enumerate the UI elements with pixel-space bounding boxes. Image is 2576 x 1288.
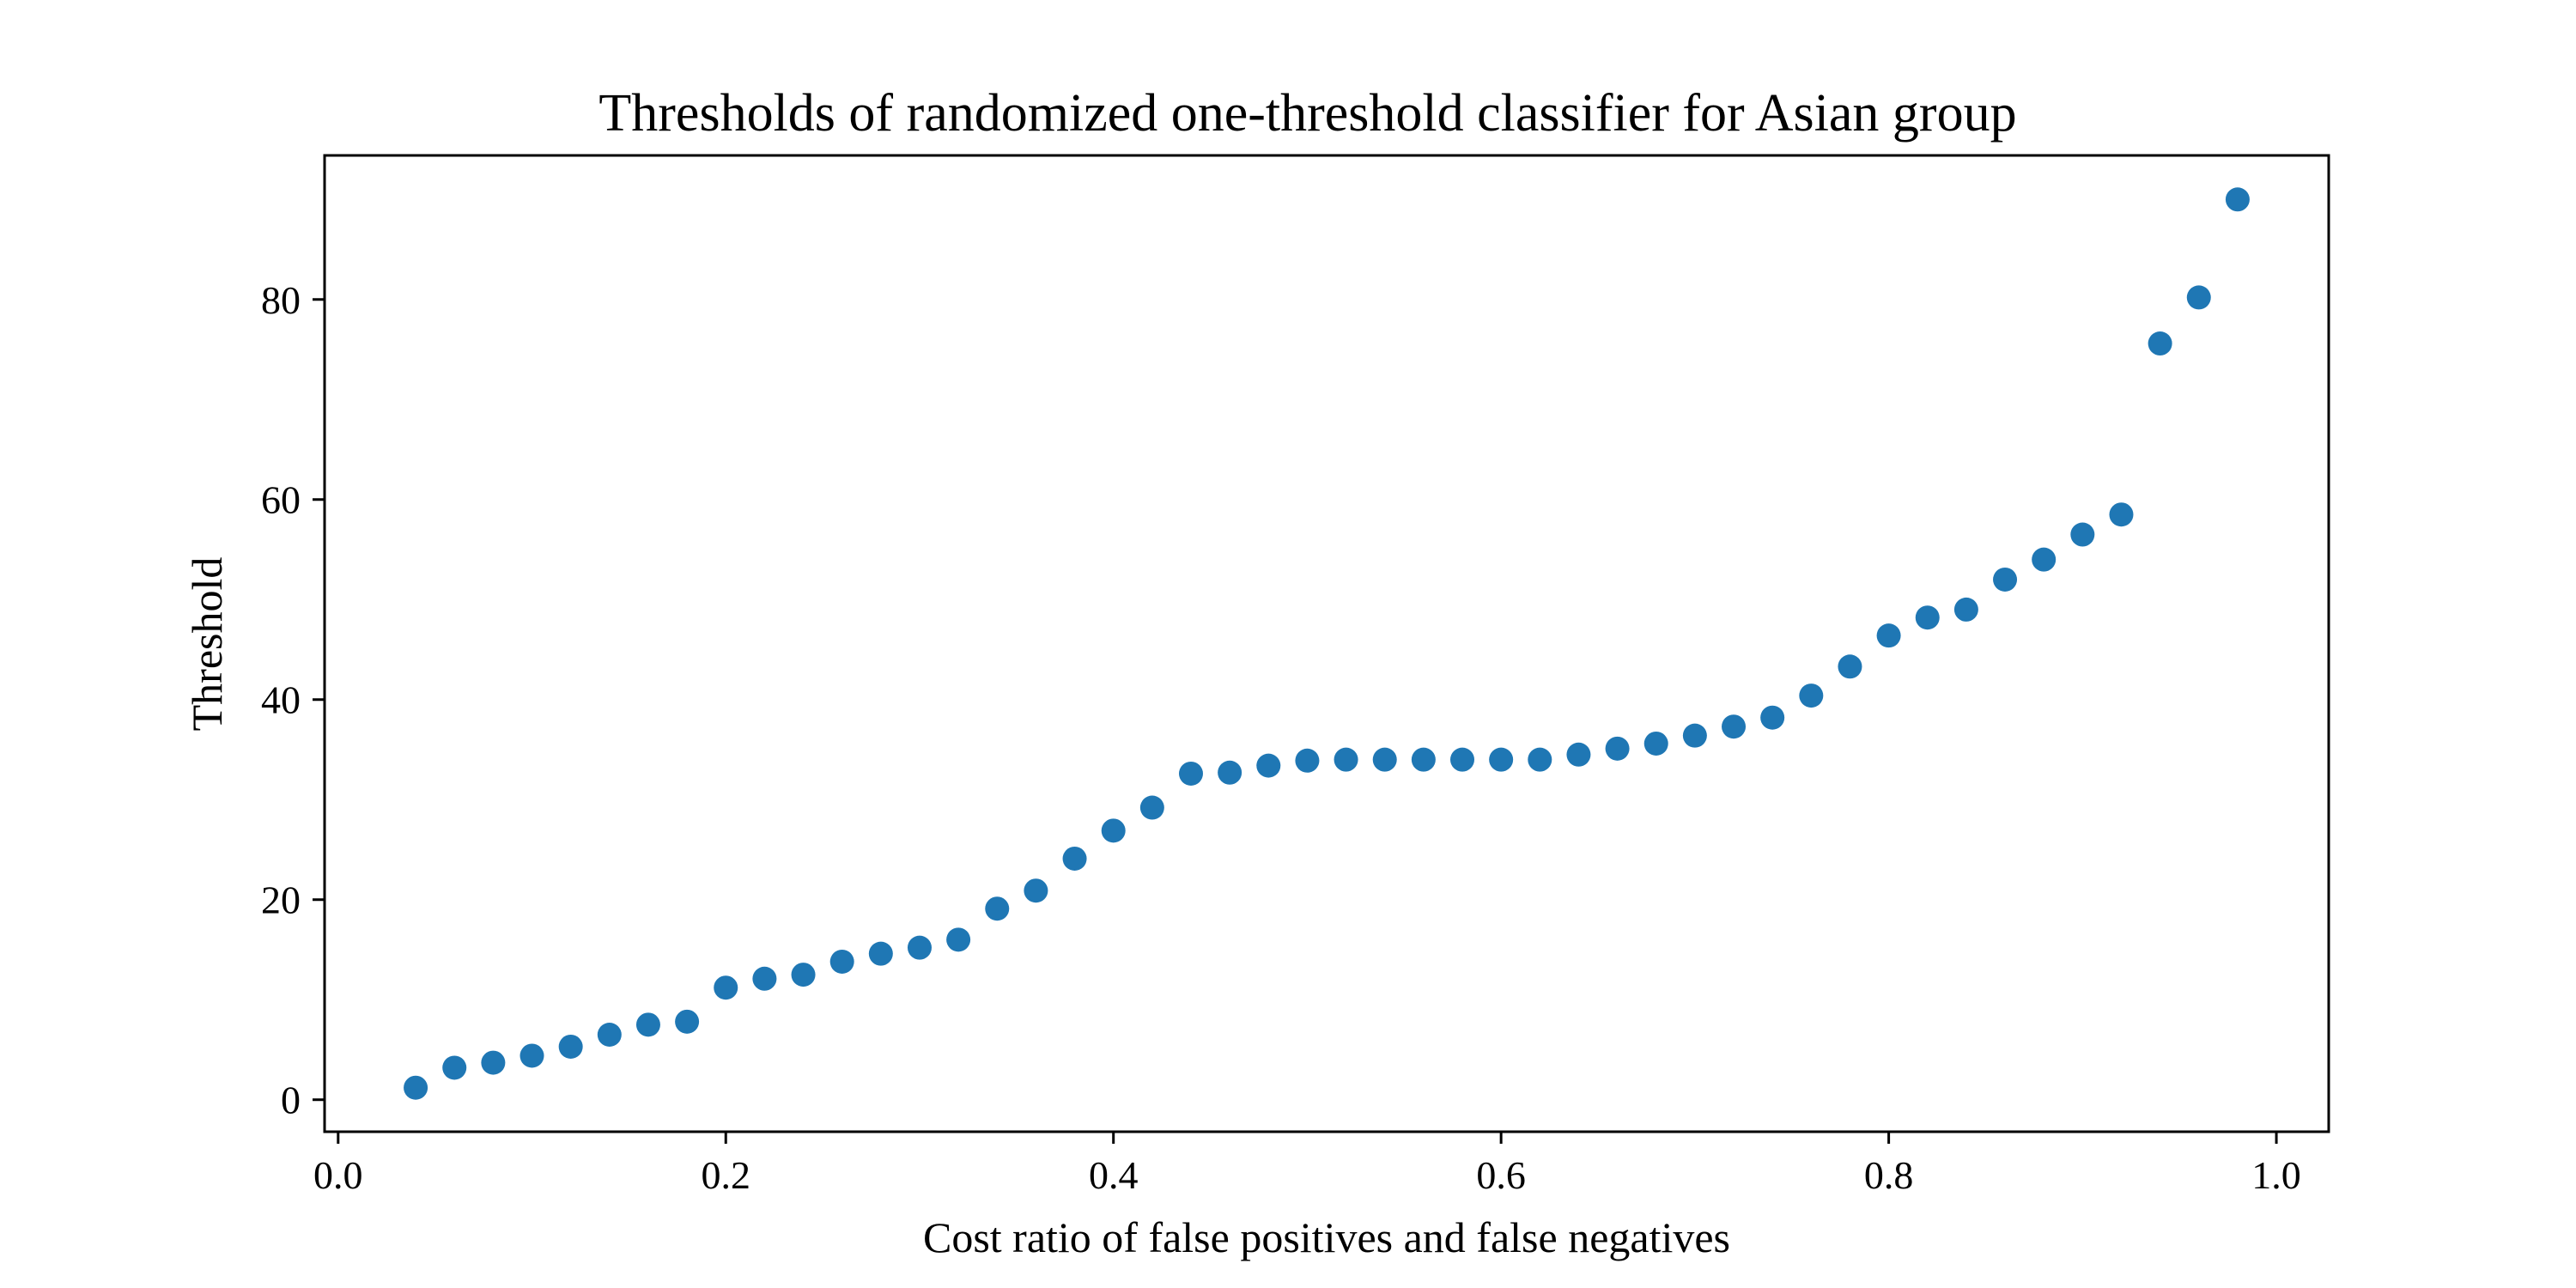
x-axis-label: Cost ratio of false positives and false … xyxy=(923,1213,1730,1261)
data-points xyxy=(404,187,2250,1100)
x-tick-label: 0.0 xyxy=(313,1153,363,1197)
y-axis-label: Threshold xyxy=(183,557,231,732)
data-point xyxy=(1643,731,1668,756)
data-point xyxy=(1876,623,1901,648)
data-point xyxy=(1295,748,1320,773)
data-point xyxy=(1334,747,1358,772)
data-point xyxy=(1566,742,1591,767)
data-point xyxy=(752,966,777,991)
data-point xyxy=(1682,723,1707,748)
data-point xyxy=(1024,878,1048,903)
data-point xyxy=(1450,747,1475,772)
data-point xyxy=(675,1009,700,1034)
data-point xyxy=(2186,285,2211,310)
data-point xyxy=(1101,818,1126,843)
data-point xyxy=(868,941,893,966)
data-point xyxy=(1799,683,1824,708)
data-point xyxy=(1178,761,1203,786)
data-point xyxy=(519,1043,544,1068)
data-point xyxy=(1411,747,1436,772)
data-point xyxy=(791,963,816,987)
data-point xyxy=(1993,567,2018,592)
data-point xyxy=(635,1012,660,1037)
y-tick-label: 40 xyxy=(261,678,301,722)
data-point xyxy=(1838,654,1862,679)
y-axis: 0 20 40 60 80 xyxy=(261,278,325,1122)
data-point xyxy=(1605,736,1630,761)
data-point xyxy=(2225,187,2250,212)
plot-frame xyxy=(323,154,2330,1133)
data-point xyxy=(1372,747,1397,772)
data-point xyxy=(1062,846,1087,871)
data-point xyxy=(1139,795,1164,820)
x-tick-label: 0.4 xyxy=(1089,1153,1139,1197)
data-point xyxy=(1489,747,1514,772)
data-point xyxy=(481,1050,506,1075)
x-tick-label: 0.6 xyxy=(1476,1153,1526,1197)
x-tick-label: 0.2 xyxy=(702,1153,751,1197)
data-point xyxy=(2032,547,2057,572)
data-point xyxy=(442,1055,467,1080)
data-point xyxy=(1256,753,1281,778)
data-point xyxy=(2070,522,2095,547)
data-point xyxy=(1760,705,1785,730)
y-tick-label: 0 xyxy=(281,1078,301,1122)
data-point xyxy=(2148,331,2172,356)
x-tick-label: 1.0 xyxy=(2251,1153,2301,1197)
data-point xyxy=(1528,747,1552,772)
data-point xyxy=(1722,714,1747,739)
data-point xyxy=(1915,605,1940,630)
data-point xyxy=(714,975,738,1000)
data-point xyxy=(829,949,854,974)
data-point xyxy=(946,927,971,952)
x-tick-label: 0.8 xyxy=(1864,1153,1914,1197)
data-point xyxy=(404,1075,428,1100)
data-point xyxy=(597,1022,622,1047)
chart-title: Thresholds of randomized one-threshold c… xyxy=(598,84,2016,143)
data-point xyxy=(1218,760,1242,785)
data-point xyxy=(2109,502,2134,527)
y-tick-label: 20 xyxy=(261,878,301,922)
x-axis: 0.0 0.2 0.4 0.6 0.8 1.0 xyxy=(313,1132,2301,1197)
data-point xyxy=(558,1034,583,1059)
data-point xyxy=(907,935,932,960)
y-tick-label: 60 xyxy=(261,478,301,522)
data-point xyxy=(1953,597,1978,622)
y-tick-label: 80 xyxy=(261,278,301,322)
data-point xyxy=(985,896,1010,921)
